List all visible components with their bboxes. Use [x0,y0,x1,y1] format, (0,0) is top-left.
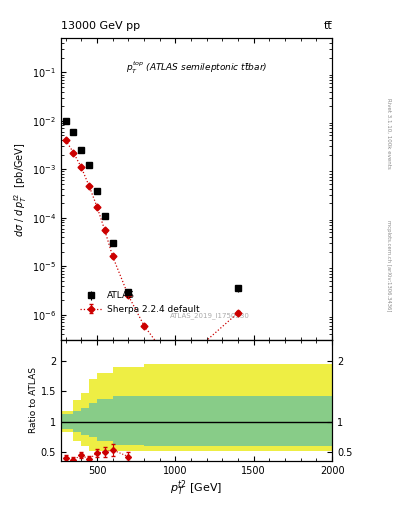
Text: ATLAS_2019_I1750330: ATLAS_2019_I1750330 [170,312,250,319]
Y-axis label: $d\sigma$ / $d\,p_T^{t2}$  [pb/GeV]: $d\sigma$ / $d\,p_T^{t2}$ [pb/GeV] [12,142,29,237]
Text: $p_T^{top}$ (ATLAS semileptonic tt̄bar): $p_T^{top}$ (ATLAS semileptonic tt̄bar) [126,59,267,76]
X-axis label: $p_T^{t2}$ [GeV]: $p_T^{t2}$ [GeV] [170,478,223,498]
Text: 13000 GeV pp: 13000 GeV pp [61,20,140,31]
Y-axis label: Ratio to ATLAS: Ratio to ATLAS [29,368,38,434]
Text: tt̅: tt̅ [323,20,332,31]
Legend: ATLAS, Sherpa 2.2.4 default: ATLAS, Sherpa 2.2.4 default [76,288,203,317]
Text: Rivet 3.1.10, 100k events: Rivet 3.1.10, 100k events [386,98,391,168]
Text: mcplots.cern.ch [arXiv:1306.3436]: mcplots.cern.ch [arXiv:1306.3436] [386,221,391,312]
